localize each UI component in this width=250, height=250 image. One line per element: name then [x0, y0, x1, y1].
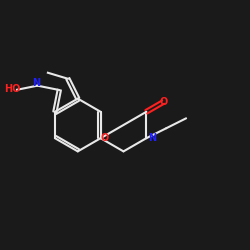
- Text: N: N: [32, 78, 40, 88]
- Text: O: O: [159, 97, 167, 107]
- Text: O: O: [101, 133, 109, 143]
- Text: HO: HO: [4, 84, 20, 94]
- Text: N: N: [148, 133, 156, 143]
